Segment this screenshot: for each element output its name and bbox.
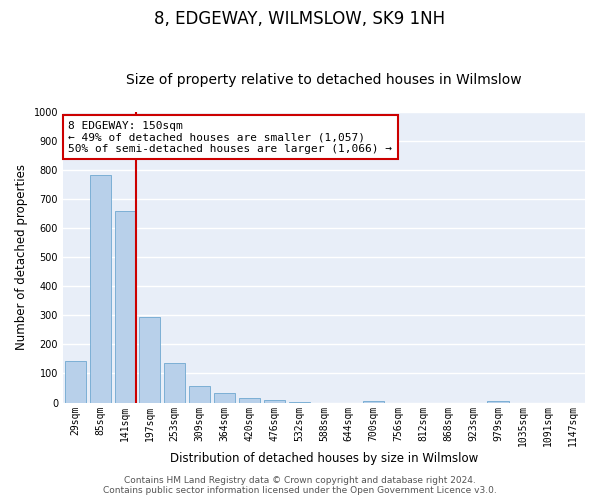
Bar	[115, 210, 136, 402]
Bar	[65, 361, 86, 403]
Bar	[189, 386, 210, 402]
Bar	[239, 398, 260, 402]
Text: Contains HM Land Registry data © Crown copyright and database right 2024.
Contai: Contains HM Land Registry data © Crown c…	[103, 476, 497, 495]
X-axis label: Distribution of detached houses by size in Wilmslow: Distribution of detached houses by size …	[170, 452, 478, 465]
Bar	[164, 364, 185, 403]
Text: 8 EDGEWAY: 150sqm
← 49% of detached houses are smaller (1,057)
50% of semi-detac: 8 EDGEWAY: 150sqm ← 49% of detached hous…	[68, 120, 392, 154]
Bar	[487, 400, 509, 402]
Bar	[363, 401, 384, 402]
Title: Size of property relative to detached houses in Wilmslow: Size of property relative to detached ho…	[126, 73, 522, 87]
Bar	[214, 393, 235, 402]
Bar	[89, 175, 111, 402]
Bar	[263, 400, 285, 402]
Text: 8, EDGEWAY, WILMSLOW, SK9 1NH: 8, EDGEWAY, WILMSLOW, SK9 1NH	[154, 10, 446, 28]
Y-axis label: Number of detached properties: Number of detached properties	[15, 164, 28, 350]
Bar	[139, 318, 160, 402]
